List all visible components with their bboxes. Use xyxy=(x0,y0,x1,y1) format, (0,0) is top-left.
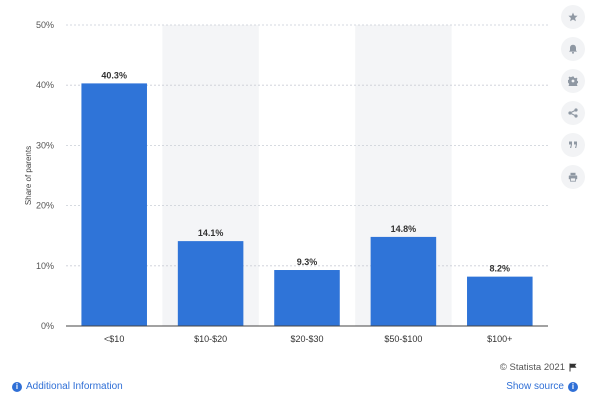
bell-icon xyxy=(569,44,577,54)
data-label: 14.1% xyxy=(198,228,224,238)
y-tick-label: 20% xyxy=(36,201,54,211)
statista-credit[interactable]: © Statista 2021 xyxy=(500,362,578,373)
x-tick-label: $100+ xyxy=(487,334,512,344)
favorite-button[interactable] xyxy=(561,5,585,29)
credit-text: © Statista 2021 xyxy=(499,362,565,373)
bar xyxy=(274,270,340,326)
data-label: 40.3% xyxy=(101,70,127,80)
print-icon xyxy=(568,172,578,182)
show-source-link[interactable]: Show source i xyxy=(506,381,578,392)
additional-information-link[interactable]: i Additional Information xyxy=(12,381,123,392)
bar xyxy=(467,276,533,326)
additional-information-label: Additional Information xyxy=(26,381,123,392)
x-tick-label: $50-$100 xyxy=(384,334,422,344)
bar xyxy=(370,236,437,326)
data-label: 8.2% xyxy=(490,264,511,274)
y-tick-label: 10% xyxy=(36,261,54,271)
cite-button[interactable] xyxy=(561,133,585,157)
bar xyxy=(177,241,244,326)
y-tick-label: 30% xyxy=(36,140,54,150)
share-button[interactable] xyxy=(561,101,585,125)
bars xyxy=(81,83,533,326)
notification-button[interactable] xyxy=(561,37,585,61)
print-button[interactable] xyxy=(561,165,585,189)
data-label: 14.8% xyxy=(391,224,417,234)
y-tick-label: 0% xyxy=(41,321,54,331)
x-tick-label: $20-$30 xyxy=(290,334,323,344)
star-icon xyxy=(568,12,578,22)
x-tick-label: <$10 xyxy=(104,334,124,344)
y-axis-label: Share of parents xyxy=(24,146,33,205)
y-tick-label: 50% xyxy=(36,20,54,30)
y-tick-label: 40% xyxy=(36,80,54,90)
info-icon: i xyxy=(568,381,578,392)
share-icon xyxy=(568,108,578,118)
quote-icon xyxy=(569,141,577,148)
x-tick-label: $10-$20 xyxy=(194,334,227,344)
data-label: 9.3% xyxy=(297,257,318,267)
data-labels: 40.3% 14.1% 9.3% 14.8% 8.2% xyxy=(101,70,510,273)
flag-icon xyxy=(569,363,577,372)
gear-icon xyxy=(568,76,578,86)
show-source-label: Show source xyxy=(506,381,564,392)
y-axis-ticks: 0% 10% 20% 30% 40% 50% xyxy=(36,20,54,331)
settings-button[interactable] xyxy=(561,69,585,93)
sidebar-toolbar xyxy=(561,5,587,197)
info-icon: i xyxy=(12,381,22,392)
x-axis-ticks: <$10 $10-$20 $20-$30 $50-$100 $100+ xyxy=(104,334,512,344)
bar xyxy=(81,83,147,326)
